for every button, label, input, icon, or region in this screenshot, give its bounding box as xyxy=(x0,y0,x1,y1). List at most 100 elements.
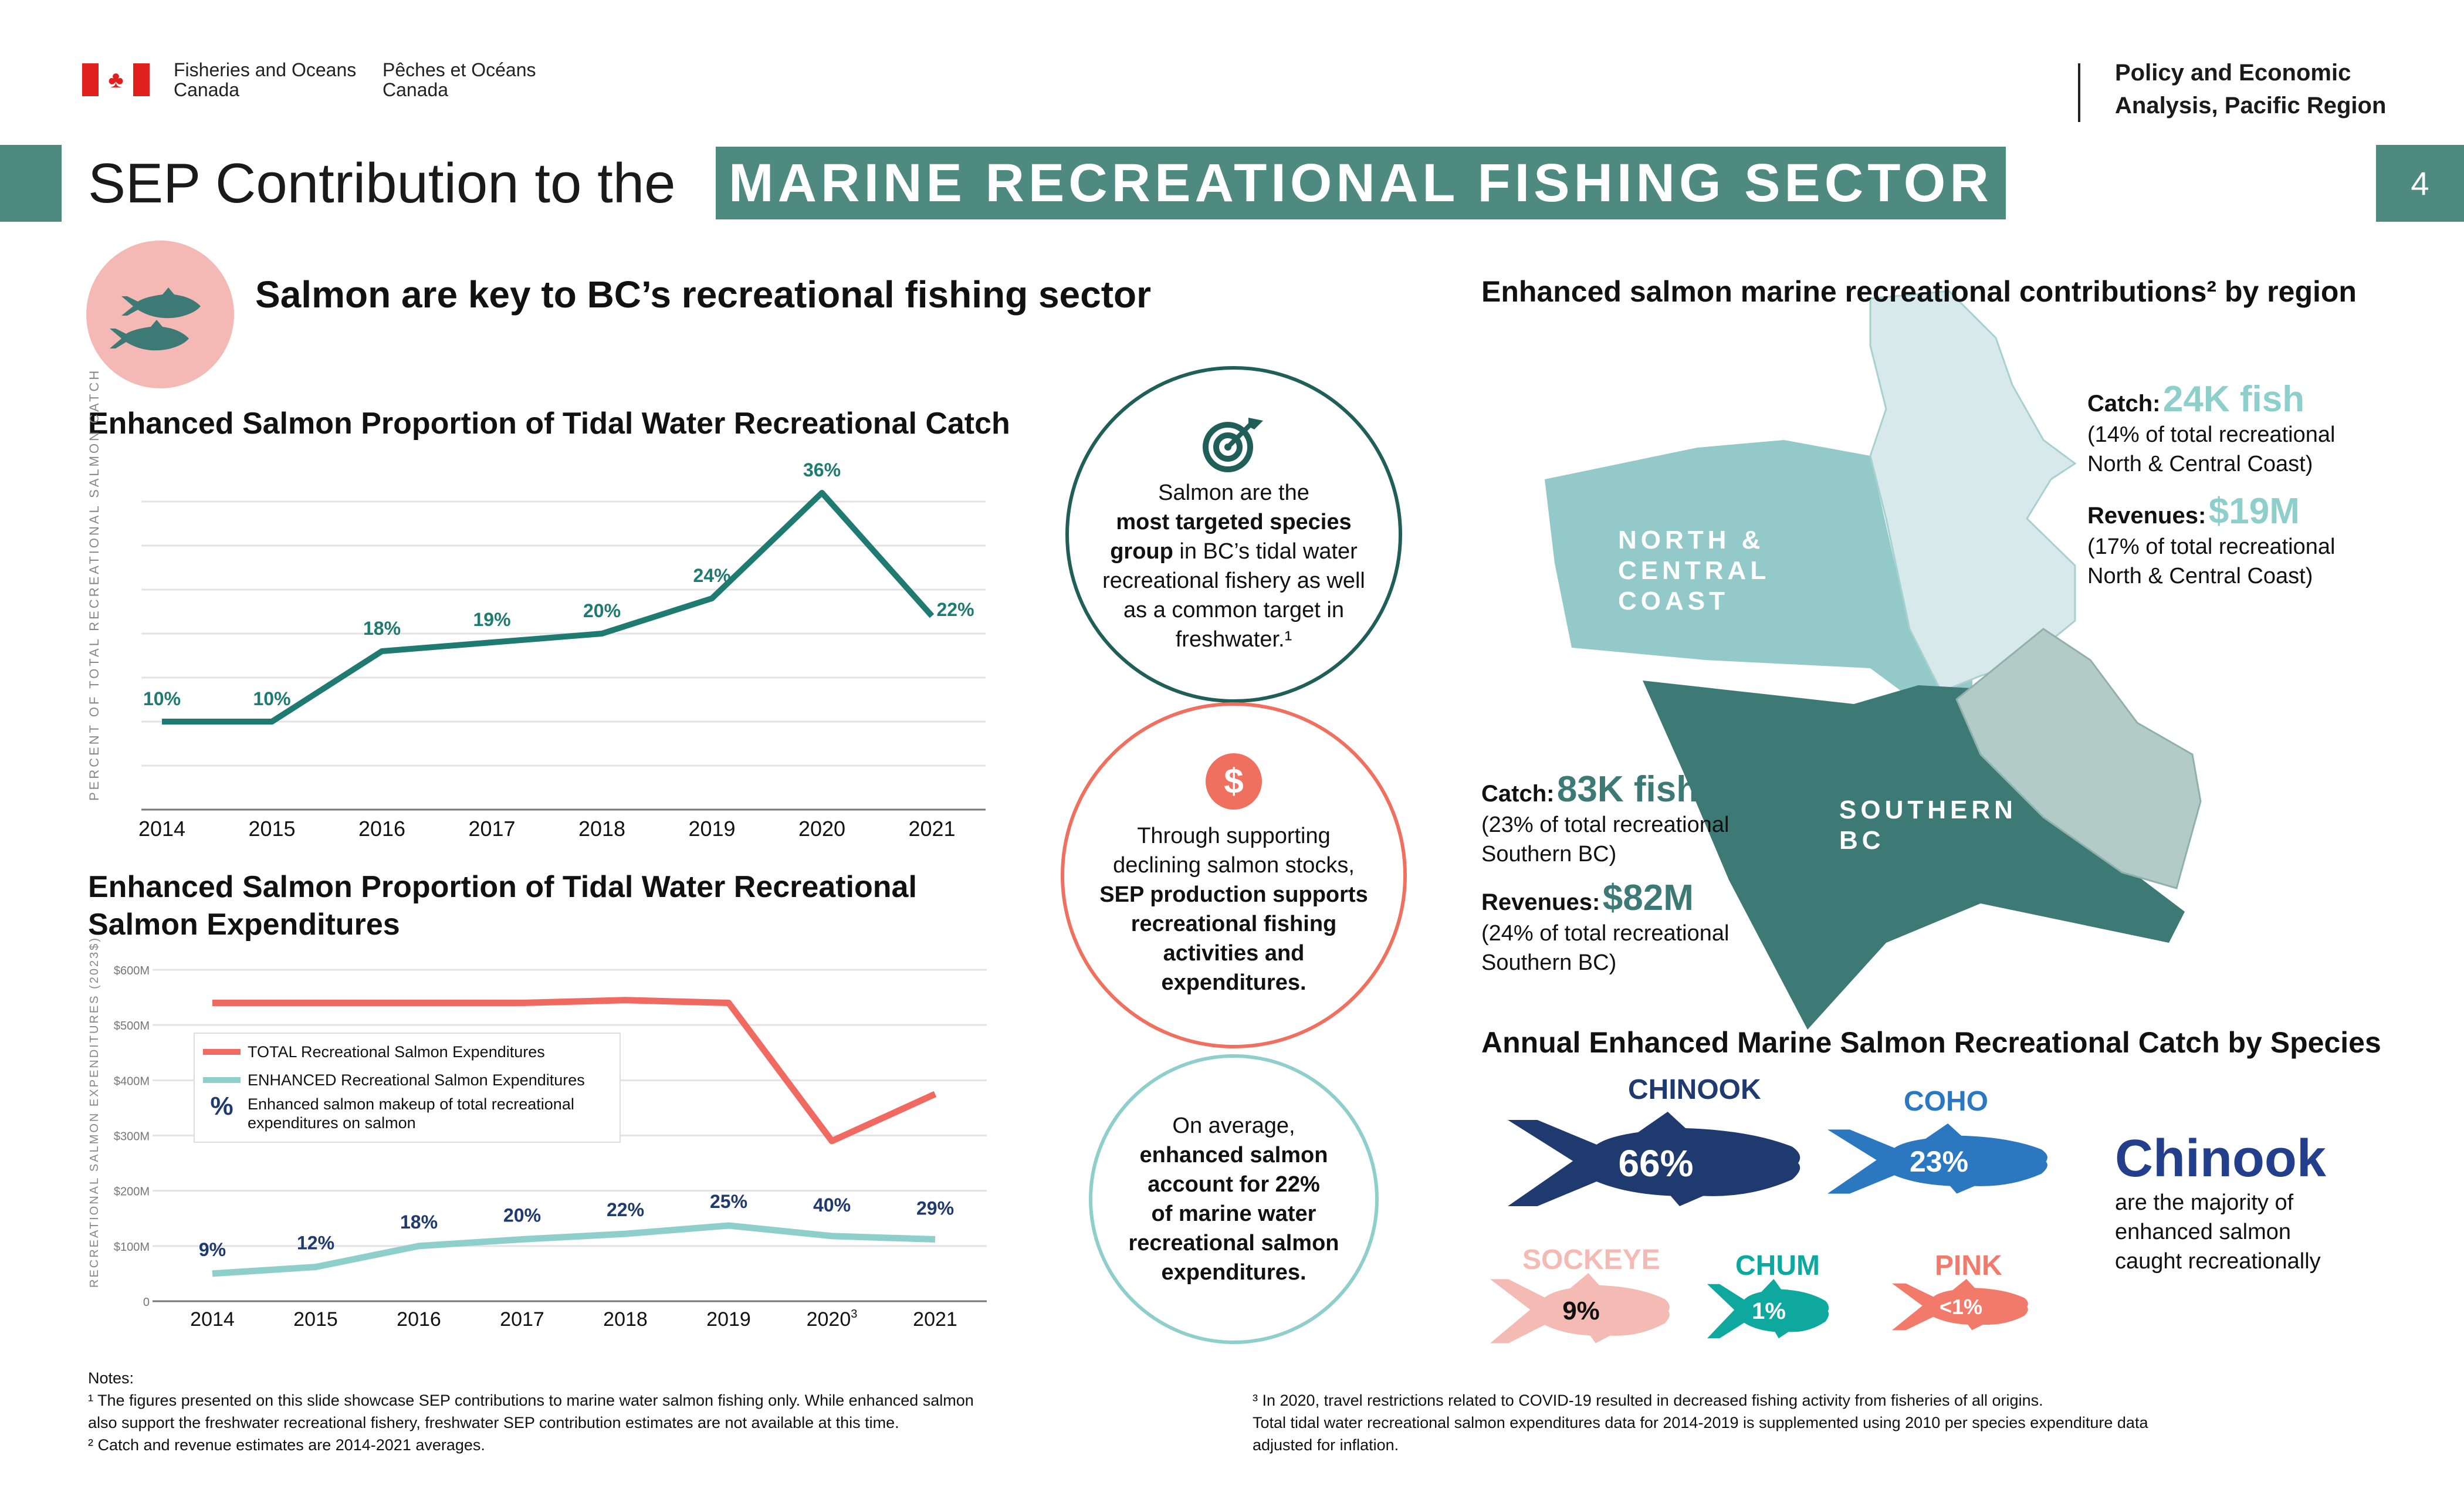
target-icon xyxy=(1203,418,1263,472)
targeted-species-text: Salmon are the most targeted species group… xyxy=(1102,478,1365,654)
north-catch-note2: North & Central Coast) xyxy=(2087,452,2313,476)
data-label: 22% xyxy=(936,599,974,620)
targeted-species-callout: Salmon are the most targeted species group… xyxy=(1065,366,1402,703)
notes-right: ³ In 2020, travel restrictions related t… xyxy=(1253,1389,2148,1456)
chinook-callout-title: Chinook xyxy=(2115,1129,2326,1188)
notes-left: Notes: ¹ The figures presented on this s… xyxy=(88,1367,974,1456)
south-rev-note1: (24% of total recreational xyxy=(1481,921,1729,946)
salmon-key-heading: Salmon are key to BC’s recreational fish… xyxy=(255,273,1152,316)
legend-swatch-total xyxy=(203,1049,241,1055)
data-label: 19% xyxy=(473,609,510,630)
pct-data-label: 12% xyxy=(297,1233,334,1254)
species-label-sockeye: SOCKEYE xyxy=(1522,1244,1660,1275)
canada-flag-icon: ♣ xyxy=(82,63,150,96)
callout-line: recreational salmon xyxy=(1128,1231,1339,1255)
callout-line: freshwater.¹ xyxy=(1175,627,1292,652)
south-label-line2: BC xyxy=(1839,826,1885,855)
chinook-callout-line1: are the majority of xyxy=(2115,1190,2294,1215)
species-label-pink: PINK xyxy=(1935,1250,2002,1281)
note-3-line3: adjusted for inflation. xyxy=(1253,1436,1399,1454)
note-3-line2: Total tidal water recreational salmon ex… xyxy=(1253,1414,2148,1431)
pct-data-label: 9% xyxy=(199,1239,226,1260)
callout-line: SEP production supports xyxy=(1099,882,1368,907)
species-pct-sockeye: 9% xyxy=(1562,1297,1600,1325)
species-pct-pink: <1% xyxy=(1939,1294,1983,1319)
fish-shape xyxy=(1508,1112,1800,1206)
x-tick-label: 2021 xyxy=(913,1308,957,1331)
x-tick-label: 2015 xyxy=(248,817,295,841)
fish-icon-chum: 1% xyxy=(1707,1279,1830,1343)
callout-line: recreational fishery as well xyxy=(1102,568,1365,593)
callout-line: On average, xyxy=(1172,1113,1295,1138)
note-1-line2: also support the freshwater recreational… xyxy=(88,1414,899,1431)
fish-shape xyxy=(1827,1123,2047,1194)
callout-line: account for 22% xyxy=(1148,1172,1320,1197)
x-tick-label: 2018 xyxy=(578,817,625,841)
x-tick-label: 2017 xyxy=(468,817,515,841)
data-label: 10% xyxy=(253,688,290,709)
legend-label-enhanced: ENHANCED Recreational Salmon Expenditure… xyxy=(248,1071,585,1089)
callout-line: expenditures. xyxy=(1161,970,1307,995)
species-label-chinook: CHINOOK xyxy=(1628,1074,1761,1105)
south-catch-note1: (23% of total recreational xyxy=(1481,813,1729,837)
legend-item-enhanced: ENHANCED Recreational Salmon Expenditure… xyxy=(203,1065,611,1095)
x-tick-superscript: 3 xyxy=(851,1308,857,1321)
x-tick-label: 2016 xyxy=(397,1308,441,1331)
fish-icon-coho: 23% xyxy=(1827,1123,2050,1200)
data-label: 10% xyxy=(143,688,181,709)
region-label-north: NORTH & CENTRAL COAST xyxy=(1618,525,1770,617)
dollar-icon: $ xyxy=(1206,753,1262,810)
y-tick-label: $400M xyxy=(114,1075,150,1088)
expenditure-title-line2: Salmon Expenditures xyxy=(88,908,400,942)
fish-icon-pink: <1% xyxy=(1892,1279,2030,1335)
callout-line: recreational fishing xyxy=(1131,912,1337,936)
species-pct-chinook: 66% xyxy=(1618,1142,1694,1184)
data-label: 24% xyxy=(693,565,730,586)
north-catch-label: Catch: xyxy=(2087,391,2161,417)
legend-pct-line2: expenditures on salmon xyxy=(248,1114,416,1132)
division-name: Policy and Economic Analysis, Pacific Re… xyxy=(2115,56,2386,122)
x-tick-label: 2021 xyxy=(908,817,955,841)
data-label: 20% xyxy=(583,600,621,621)
region-label-south: SOUTHERN BC xyxy=(1839,795,2017,856)
species-pct-chum: 1% xyxy=(1752,1298,1786,1324)
chinook-callout: Chinook are the majority of enhanced sal… xyxy=(2115,1129,2326,1276)
x-tick-label: 2015 xyxy=(293,1308,338,1331)
catch-series-line xyxy=(162,490,935,725)
data-label: 36% xyxy=(803,459,841,480)
x-tick-label: 2016 xyxy=(358,817,405,841)
y-tick-label: $500M xyxy=(114,1020,150,1033)
callout-line: declining salmon stocks, xyxy=(1113,853,1355,878)
org-fr-line1: Pêches et Océans xyxy=(383,59,536,80)
legend-item-total: TOTAL Recreational Salmon Expenditures xyxy=(203,1038,611,1065)
north-rev-note1: (17% of total recreational xyxy=(2087,534,2336,559)
x-tick-label: 2014 xyxy=(190,1308,235,1331)
data-label: 18% xyxy=(363,618,401,639)
pct-data-label: 25% xyxy=(710,1191,747,1212)
south-catch-label: Catch: xyxy=(1481,781,1555,807)
enhanced-series-line xyxy=(212,1222,936,1277)
pct-data-label: 22% xyxy=(607,1199,644,1220)
x-tick-label: 2017 xyxy=(500,1308,544,1331)
callout-line: expenditures. xyxy=(1161,1260,1307,1285)
page-title-highlight: MARINE RECREATIONAL FISHING SECTOR xyxy=(716,147,2006,219)
chinook-callout-line2: enhanced salmon xyxy=(2115,1220,2291,1244)
north-label-line1: NORTH & xyxy=(1618,526,1765,554)
y-tick-label: $300M xyxy=(114,1131,150,1143)
south-rev-value: $82M xyxy=(1602,878,1694,918)
page-title: SEP Contribution to the xyxy=(88,152,676,215)
title-left-accent xyxy=(0,145,62,222)
expenditure-title-line1: Enhanced Salmon Proportion of Tidal Wate… xyxy=(88,870,917,904)
x-tick-label: 2018 xyxy=(603,1308,648,1331)
pct-data-label: 40% xyxy=(813,1194,851,1216)
note-2: ² Catch and revenue estimates are 2014-2… xyxy=(88,1436,485,1454)
callout-line: enhanced salmon xyxy=(1139,1143,1328,1167)
callout-line: as a common target in xyxy=(1123,598,1344,622)
expenditure-chart-title: Enhanced Salmon Proportion of Tidal Wate… xyxy=(88,868,917,943)
callout-line: of marine water xyxy=(1151,1201,1316,1226)
org-en-line1: Fisheries and Oceans xyxy=(174,59,357,80)
chinook-callout-line3: caught recreationally xyxy=(2115,1249,2321,1274)
legend-item-pct: % Enhanced salmon makeup of total recrea… xyxy=(203,1094,611,1132)
north-label-line3: COAST xyxy=(1618,587,1729,615)
sep-support-text: Through supporting declining salmon stock… xyxy=(1099,821,1368,997)
